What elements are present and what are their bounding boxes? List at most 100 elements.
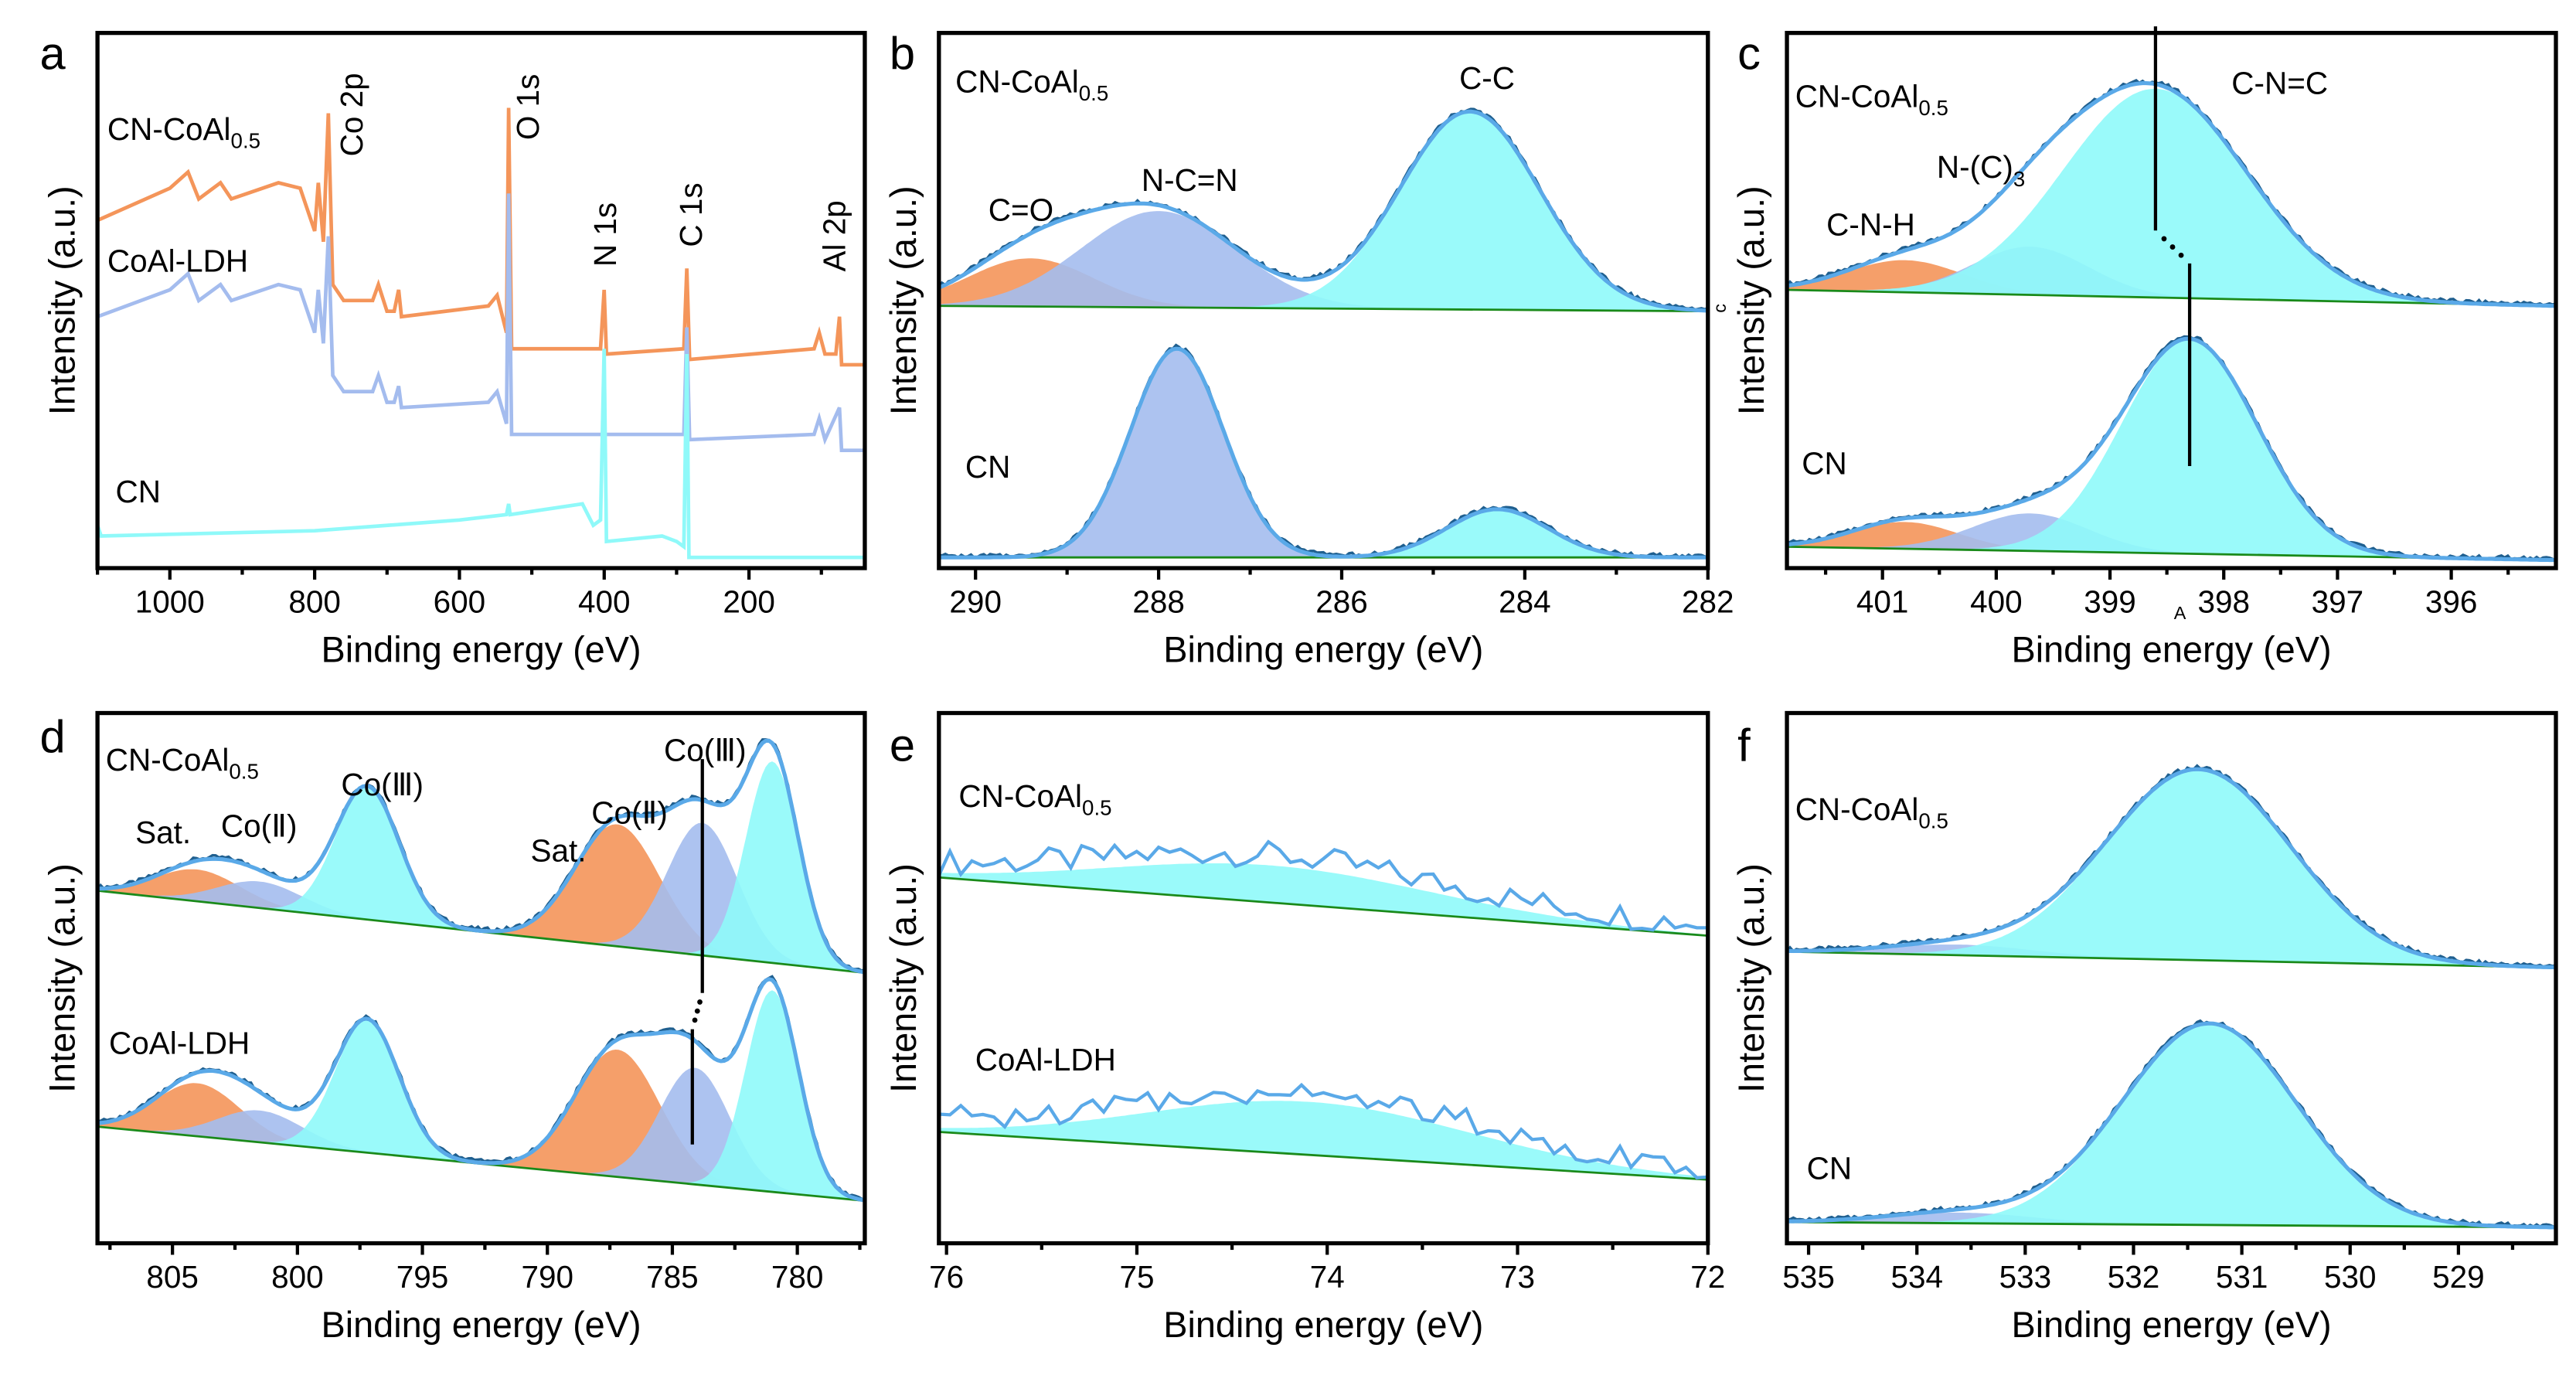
label-text: CN xyxy=(1802,446,1846,482)
fit-component xyxy=(1787,769,2557,968)
x-tick-label: 780 xyxy=(771,1259,824,1295)
label-text: CN-CoAl xyxy=(107,111,231,147)
shift-marker-dot xyxy=(2161,236,2167,242)
x-axis-title: Binding energy (eV) xyxy=(1163,629,1483,669)
x-tick-label: 76 xyxy=(929,1259,964,1295)
fit-component-C-N=C xyxy=(1787,339,2557,560)
y-axis-title: Intensity (a.u.) xyxy=(1731,863,1771,1093)
x-tick-label: 200 xyxy=(723,584,775,620)
peak-label: Co(Ⅲ) xyxy=(341,767,424,802)
x-tick-label: 531 xyxy=(2216,1259,2268,1295)
label-text: N-(C) xyxy=(1937,149,2013,185)
label-text: CN-CoAl xyxy=(958,778,1082,814)
stray-label: c xyxy=(1710,304,1730,313)
y-axis-title: Intensity (a.u.) xyxy=(42,863,82,1093)
label-subscript: 0.5 xyxy=(229,760,258,784)
fit-component xyxy=(938,863,1708,936)
envelope-line xyxy=(1787,767,2557,970)
peak-label: CN xyxy=(1807,1150,1852,1186)
panel-a: 1000 800 600 400 200 Binding energy (eV) Inten… xyxy=(40,27,867,669)
raw-data-line xyxy=(938,1082,1708,1179)
y-axis-title: Intensity (a.u.) xyxy=(42,185,82,415)
label-text: CoAl-LDH xyxy=(109,1026,250,1061)
label-text: CoAl-LDH xyxy=(107,243,248,279)
x-tick-label: 286 xyxy=(1315,584,1368,620)
peak-label: Sat. xyxy=(135,815,191,850)
label-text: N-C=N xyxy=(1142,162,1238,198)
x-axis-title: Binding energy (eV) xyxy=(321,1305,641,1345)
label-text: Co(Ⅱ) xyxy=(591,795,668,830)
shift-marker-dot xyxy=(692,1017,698,1023)
x-tick-label: 396 xyxy=(2425,584,2478,620)
background-line xyxy=(1787,950,2557,969)
panel-d: 805 800 795 790 785 780 Binding energy (eV) Int… xyxy=(40,710,867,1345)
peak-label: Co 2p xyxy=(334,73,369,156)
peak-label: CN-CoAl0.5 xyxy=(955,63,1108,105)
fit-component-Co(II) xyxy=(97,881,865,973)
label-text: CN xyxy=(116,474,161,509)
panel-letter: f xyxy=(1737,719,1751,771)
peak-label: CN xyxy=(1802,446,1846,482)
label-subscript: 0.5 xyxy=(231,129,261,153)
plot-area xyxy=(938,839,1708,1181)
x-tick-label: 805 xyxy=(146,1259,199,1295)
peak-label: N-C=N xyxy=(1142,162,1238,198)
peak-label: Co(Ⅲ) xyxy=(664,732,747,767)
peak-label: CN-CoAl0.5 xyxy=(958,778,1111,820)
label-text: Co(Ⅱ) xyxy=(221,808,298,843)
fit-component-Co(II) xyxy=(97,822,865,973)
label-subscript: 0.5 xyxy=(1079,81,1109,105)
panel-b: 290 288 286 284 282 Binding energy (eV) Intens… xyxy=(883,27,1734,669)
peak-label: Al 2p xyxy=(816,200,852,271)
x-tick-label: 73 xyxy=(1500,1259,1535,1295)
plot-frame xyxy=(95,710,867,1246)
label-text: N 1s xyxy=(587,203,623,267)
plot-area xyxy=(938,107,1708,560)
fit-component-C-N=C xyxy=(1787,88,2557,306)
x-tick-label: 795 xyxy=(396,1259,449,1295)
panel-f: 535 534 533 532 531 530 529 Binding energy (eV)… xyxy=(1731,710,2558,1345)
label-text: C=O xyxy=(989,192,1053,227)
x-tick-label: 397 xyxy=(2312,584,2364,620)
x-tick-label: 398 xyxy=(2197,584,2250,620)
background-line xyxy=(1787,1220,2557,1229)
plot-frame xyxy=(95,30,867,570)
background-line xyxy=(938,1131,1708,1181)
label-text: O 1s xyxy=(510,74,546,140)
panel-e: 76 75 74 73 72 Binding energy (eV) Intensity (… xyxy=(883,710,1725,1345)
panel-letter: c xyxy=(1737,27,1761,79)
peak-label: CoAl-LDH xyxy=(107,243,248,279)
peak-label: CN-CoAl0.5 xyxy=(1795,78,1948,120)
x-tick-label: 75 xyxy=(1119,1259,1154,1295)
raw-data-line xyxy=(938,343,1708,560)
label-text: Sat. xyxy=(135,815,191,850)
peak-label: CN xyxy=(965,449,1010,485)
label-text: CN-CoAl xyxy=(1795,791,1919,827)
background-line xyxy=(938,305,1708,313)
envelope-line xyxy=(97,977,865,1203)
envelope-line xyxy=(97,738,865,975)
x-tick-label: 533 xyxy=(1999,1259,2052,1295)
shift-marker-dot xyxy=(697,999,703,1005)
x-tick-label: 400 xyxy=(578,584,631,620)
label-text: Co 2p xyxy=(334,73,369,156)
plot-area xyxy=(1787,78,2557,563)
background-line xyxy=(938,876,1708,938)
label-text: Sat. xyxy=(530,832,586,868)
label-subscript: 0.5 xyxy=(1918,96,1948,120)
x-tick-label: 600 xyxy=(434,584,486,620)
raw-data-line xyxy=(938,839,1708,932)
x-tick-label: 535 xyxy=(1782,1259,1835,1295)
x-tick-label: 399 xyxy=(2084,584,2136,620)
peak-label: Sat. xyxy=(530,832,586,868)
x-axis-title: Binding energy (eV) xyxy=(1163,1305,1483,1345)
x-tick-label: 530 xyxy=(2324,1259,2377,1295)
label-subscript: 0.5 xyxy=(1082,796,1112,820)
peak-label: O 1s xyxy=(510,74,546,140)
shift-marker-dot xyxy=(694,1008,700,1014)
shift-marker-dot xyxy=(2169,244,2176,250)
x-tick-label: 401 xyxy=(1856,584,1909,620)
label-text: Al 2p xyxy=(816,200,852,271)
plot-area xyxy=(97,738,865,1203)
